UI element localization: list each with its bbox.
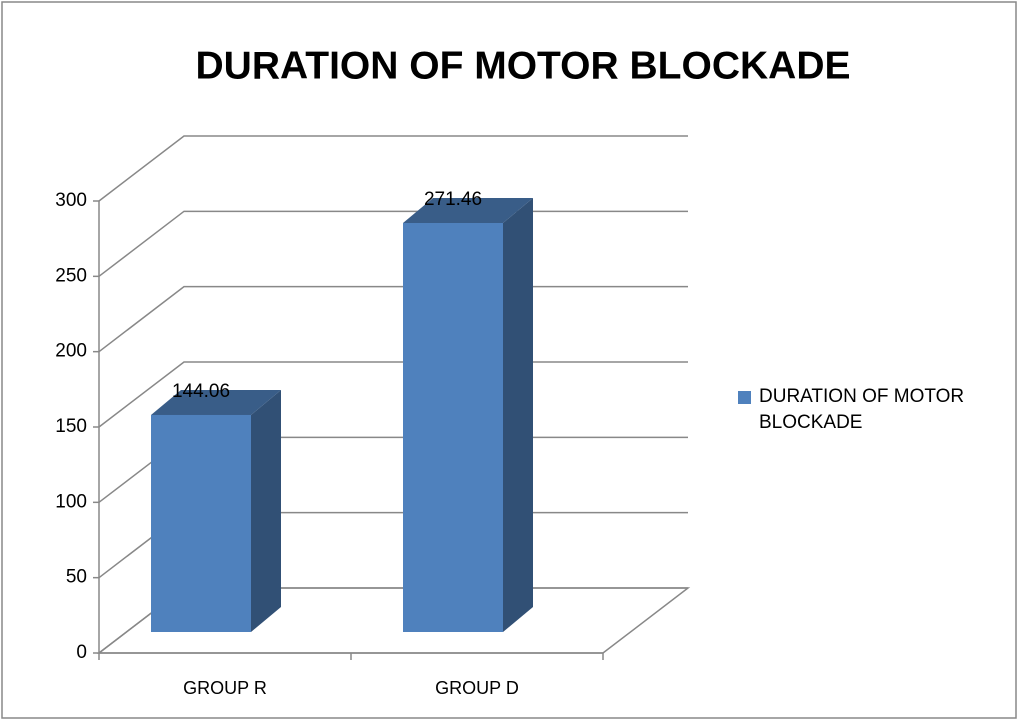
grid-line xyxy=(98,210,688,277)
bar-top xyxy=(403,198,533,224)
bar-side xyxy=(503,198,533,633)
legend-label: DURATION OF MOTOR BLOCKADE xyxy=(759,386,965,433)
bar xyxy=(403,223,503,633)
x-tick-label: GROUP R xyxy=(183,678,267,698)
y-tick-label: 250 xyxy=(55,265,87,286)
bar-side xyxy=(251,389,281,632)
grid-line xyxy=(98,285,688,353)
bar xyxy=(151,414,251,632)
y-tick-label: 100 xyxy=(55,491,87,512)
y-tick-label: 150 xyxy=(55,416,87,437)
y-tick-label: 200 xyxy=(55,341,87,362)
y-tick-label: 0 xyxy=(76,642,87,663)
legend: DURATION OF MOTOR BLOCKADE xyxy=(738,384,1008,436)
data-label: 271.46 xyxy=(424,189,482,210)
data-label: 144.06 xyxy=(172,381,230,402)
y-tick-label: 300 xyxy=(55,190,87,211)
x-tick-label: GROUP D xyxy=(435,678,519,698)
bar-top xyxy=(151,389,281,415)
grid-line xyxy=(98,135,688,202)
legend-swatch xyxy=(738,391,751,404)
chart-title: DURATION OF MOTOR BLOCKADE xyxy=(195,44,850,87)
y-tick-label: 50 xyxy=(66,567,87,588)
